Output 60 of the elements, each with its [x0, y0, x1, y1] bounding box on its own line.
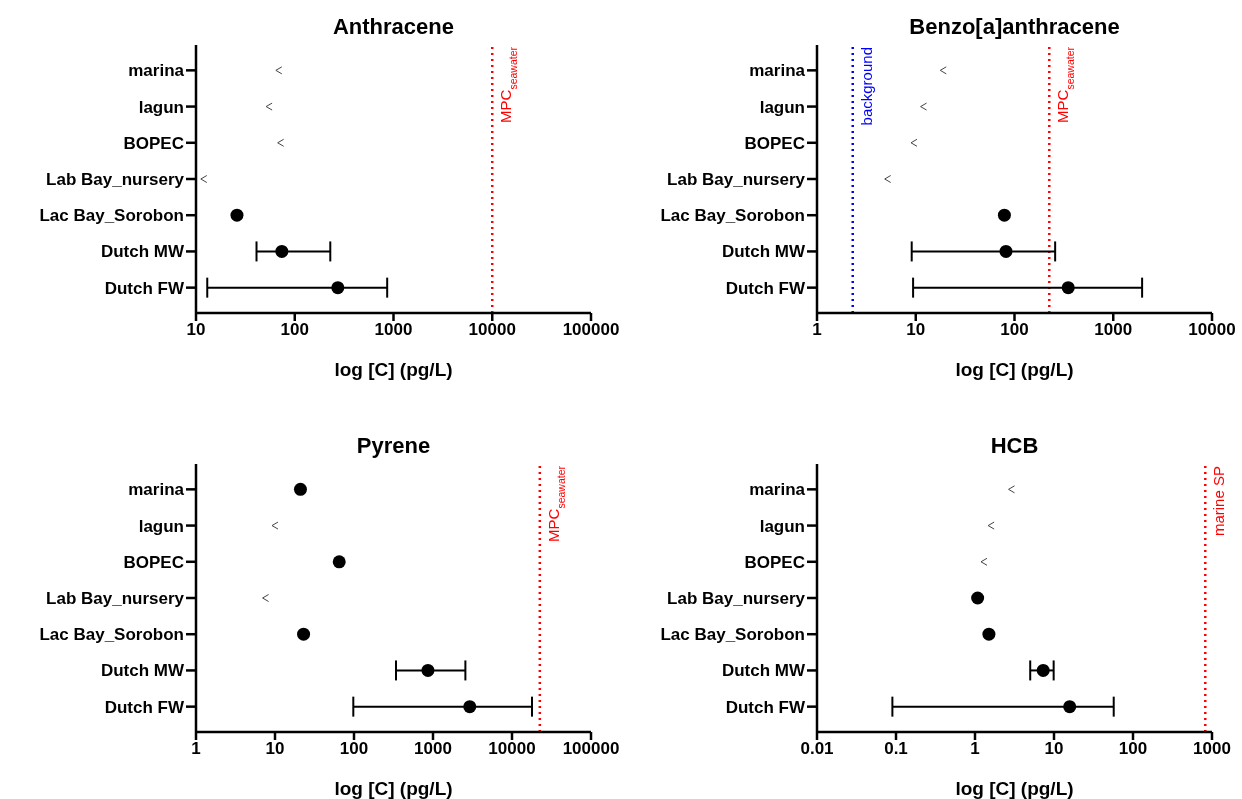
y-tick-label: marina — [128, 480, 185, 500]
y-tick-label: lagun — [759, 516, 805, 536]
ref-line-label: marine SP — [1210, 466, 1228, 537]
y-tick-label: Dutch FW — [104, 697, 185, 717]
y-tick-label: Lac Bay_Sorobon — [39, 206, 184, 226]
x-tick-label: 1000 — [1094, 320, 1133, 340]
x-tick-label: 100 — [1000, 320, 1029, 340]
x-axis-title: log [C] (pg/L) — [955, 359, 1074, 380]
x-tick-label: 1000 — [374, 320, 413, 340]
y-tick-label: Lac Bay_Sorobon — [660, 625, 805, 645]
x-axis-title: log [C] (pg/L) — [334, 778, 453, 799]
x-tick-label: 10 — [906, 320, 926, 340]
x-tick-label: 100 — [1118, 739, 1148, 759]
x-axis-title: log [C] (pg/L) — [334, 359, 453, 380]
y-tick-label: lagun — [138, 97, 184, 117]
y-tick-label: marina — [749, 61, 806, 81]
y-tick-label: Lab Bay_nursery — [46, 589, 185, 609]
y-tick-label: marina — [749, 480, 806, 500]
y-tick-label: Lab Bay_nursery — [667, 170, 806, 190]
x-tick-label: 10 — [265, 739, 285, 759]
x-tick-label: 100 — [339, 739, 369, 759]
y-tick-label: BOPEC — [744, 133, 805, 153]
y-tick-label: Dutch MW — [721, 661, 806, 681]
y-tick-label: BOPEC — [123, 552, 184, 572]
x-axis-title: log [C] (pg/L) — [955, 778, 1074, 799]
x-tick-label: 100000 — [562, 739, 620, 759]
x-tick-label: 10000 — [468, 320, 516, 340]
y-tick-label: Dutch FW — [725, 278, 806, 298]
chart-title: HCB — [989, 433, 1040, 459]
ref-line-label: background — [857, 47, 875, 126]
y-tick-label: BOPEC — [744, 552, 805, 572]
x-tick-label: 10000 — [1188, 320, 1236, 340]
y-tick-label: marina — [128, 61, 185, 81]
y-tick-label: lagun — [759, 97, 805, 117]
x-tick-label: 0.01 — [800, 739, 834, 759]
y-tick-label: Dutch FW — [104, 278, 185, 298]
x-tick-label: 10000 — [488, 739, 536, 759]
y-tick-label: Dutch MW — [100, 242, 185, 262]
y-tick-label: BOPEC — [123, 133, 184, 153]
x-tick-label: 10 — [186, 320, 206, 340]
y-tick-label: Dutch FW — [725, 697, 806, 717]
x-tick-label: 0.1 — [884, 739, 908, 759]
y-tick-label: Lab Bay_nursery — [667, 589, 806, 609]
x-tick-label: 1000 — [1193, 739, 1231, 759]
x-tick-label: 100 — [280, 320, 309, 340]
y-tick-label: Dutch MW — [100, 661, 185, 681]
y-tick-label: Lac Bay_Sorobon — [39, 625, 184, 645]
y-tick-label: Lab Bay_nursery — [46, 170, 185, 190]
x-tick-label: 1 — [970, 739, 980, 759]
y-tick-label: Dutch MW — [721, 242, 806, 262]
x-tick-label: 100000 — [562, 320, 620, 340]
y-tick-label: lagun — [138, 516, 184, 536]
y-tick-label: Lac Bay_Sorobon — [660, 206, 805, 226]
chart-title: Pyrene — [355, 433, 432, 459]
x-tick-label: 1 — [812, 320, 822, 340]
x-tick-label: 1 — [191, 739, 201, 759]
chart-title: Anthracene — [331, 14, 455, 40]
x-tick-label: 10 — [1044, 739, 1064, 759]
chart-title: Benzo[a]anthracene — [908, 14, 1121, 40]
x-tick-label: 1000 — [414, 739, 452, 759]
